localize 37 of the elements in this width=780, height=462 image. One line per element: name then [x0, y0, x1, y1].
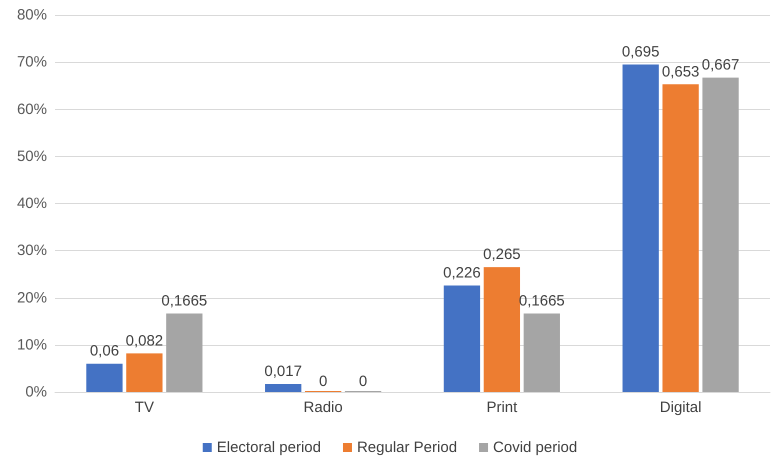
y-tick-label: 40%: [16, 195, 47, 212]
x-tick-label: Radio: [304, 399, 343, 416]
x-tick-label: Print: [486, 399, 518, 416]
data-label: 0,017: [264, 362, 302, 380]
y-tick-label: 0%: [25, 384, 47, 400]
y-tick-label: 30%: [16, 242, 47, 260]
data-label: 0,653: [662, 63, 700, 80]
data-label: 0,695: [622, 43, 660, 60]
y-tick-label: 80%: [16, 6, 47, 24]
legend-label: Regular Period: [356, 439, 458, 456]
y-tick-label: 20%: [16, 289, 47, 306]
bar: [484, 267, 520, 392]
data-label: 0: [318, 373, 328, 390]
data-label: 0: [358, 373, 368, 390]
bar: [265, 384, 302, 392]
y-tick-label: 70%: [16, 54, 47, 71]
data-label: 0,082: [126, 332, 164, 350]
bar: [662, 84, 699, 392]
data-label: 0,667: [702, 56, 740, 74]
data-label: 0,06: [90, 342, 120, 360]
data-label: 0,226: [443, 264, 481, 282]
data-label: 0,1665: [161, 292, 208, 310]
bar: [126, 353, 163, 392]
y-tick-label: 60%: [16, 100, 47, 118]
bar: [622, 64, 659, 392]
bar: [86, 364, 123, 392]
legend-label: Covid period: [493, 439, 578, 456]
bar: [702, 78, 739, 392]
x-tick-label: Digital: [660, 399, 702, 416]
bar: [524, 314, 560, 392]
legend-label: Electoral period: [216, 439, 321, 456]
y-tick-label: 10%: [16, 336, 47, 354]
data-label: 0,265: [483, 246, 521, 264]
y-tick-label: 50%: [16, 148, 47, 165]
bar: [166, 314, 202, 392]
x-tick-label: TV: [134, 399, 154, 416]
bar: [444, 286, 480, 392]
